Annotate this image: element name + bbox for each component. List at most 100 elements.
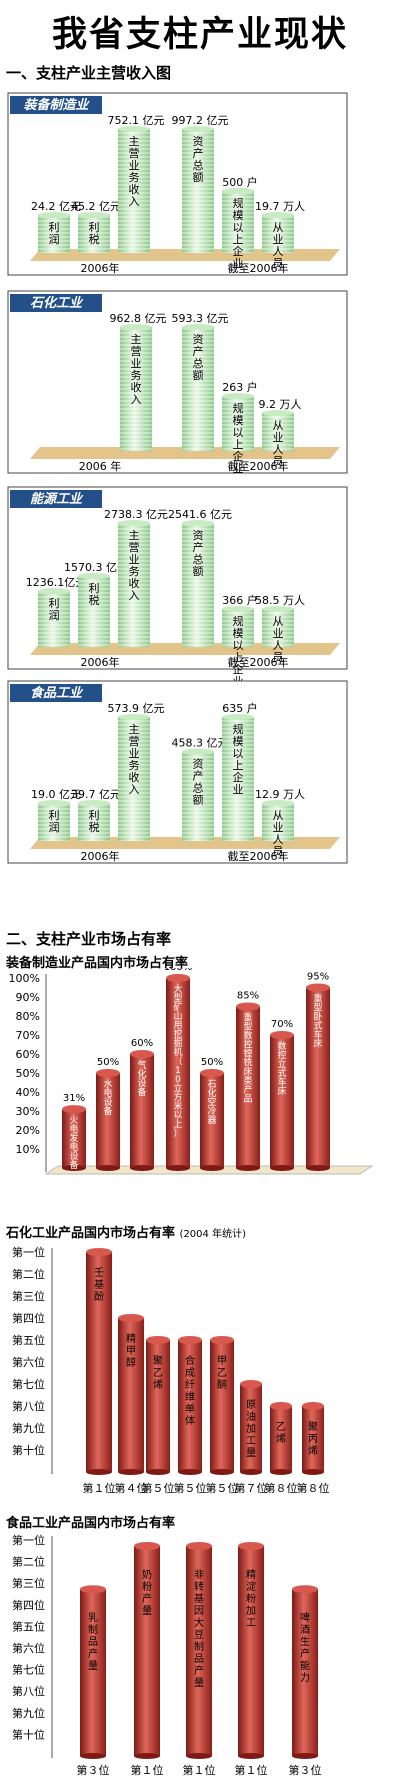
food-bar-base [134, 1753, 160, 1759]
share-value: 31% [63, 1093, 85, 1104]
bar-cap [118, 126, 150, 132]
bar-label: 规模以上企业 [233, 614, 244, 688]
rank-bar [178, 1340, 202, 1472]
bar-stripes [38, 803, 70, 841]
rank-value: 第５位 [174, 1481, 207, 1495]
share-value: 60% [131, 1038, 153, 1049]
bar-label: 主营业务收入 [129, 529, 140, 602]
bar-label: 利润 [49, 221, 60, 246]
section1-heading: 一、支柱产业主营收入图 [6, 64, 172, 82]
food-bar [186, 1546, 212, 1756]
rank-category: 乙烯 [276, 1421, 286, 1445]
rank-bar-cap [178, 1336, 202, 1344]
bar-value: 573.9 亿元 [108, 702, 165, 715]
share-category: 石化空冷器 [207, 1080, 216, 1126]
rank-value: 第８位 [265, 1481, 298, 1495]
food-bar-base [80, 1753, 106, 1759]
food-category: 乳制品产量 [88, 1611, 98, 1672]
share-bar-base [130, 1165, 154, 1171]
rank-tick-label: 第六位 [12, 1641, 45, 1655]
rank-tick-label: 第一位 [12, 1245, 45, 1259]
panel-tag: 装备制造业 [23, 97, 90, 113]
share-bar [200, 1073, 224, 1168]
bar-value: 58.5 万人 [255, 594, 305, 607]
bar-label: 资产总额 [193, 758, 204, 807]
bar-stripes [182, 327, 214, 451]
bar-cap [182, 324, 214, 330]
rank-bar-base [240, 1469, 262, 1475]
food-category: 奶粉产量 [142, 1569, 152, 1617]
y-tick-label: 30% [16, 1105, 40, 1118]
bar-value: 1236.1亿元 [26, 576, 87, 589]
bar-stripes [222, 609, 254, 647]
bar-stripes [78, 803, 110, 841]
bar-stripes [118, 717, 150, 841]
rank-tick-label: 第五位 [12, 1333, 45, 1347]
food-category: 精淀粉加工 [246, 1568, 256, 1629]
rank-tick-label: 第八位 [12, 1684, 45, 1698]
y-tick-label: 20% [16, 1124, 40, 1137]
rank-bar-cap [118, 1314, 144, 1322]
right-period: 截至2006年 [228, 655, 289, 669]
food-bar-cap [80, 1585, 106, 1594]
food-bar [134, 1546, 160, 1756]
bar-stripes [118, 129, 150, 253]
share-bar-base [96, 1165, 120, 1171]
rank-tick-label: 第六位 [12, 1355, 45, 1369]
food-bar [292, 1589, 318, 1756]
bar-cap [118, 714, 150, 720]
rank-tick-label: 第九位 [12, 1421, 45, 1435]
bar-value: 2738.3 亿元 [104, 508, 168, 521]
bar-label: 资产总额 [193, 529, 204, 578]
share-bar [306, 987, 330, 1168]
bar-label: 从业人员 [273, 615, 284, 664]
rank-bar [86, 1252, 112, 1472]
bar-value: 12.9 万人 [255, 788, 305, 801]
left-period: 2006年 [81, 261, 120, 275]
bar-value: 458.3 亿元 [172, 737, 229, 750]
share-value: 50% [201, 1057, 223, 1068]
right-period: 截至2006年 [228, 849, 289, 863]
panel-tag-box [10, 490, 102, 508]
rank-value: 第４位 [115, 1481, 148, 1495]
bar-stripes [222, 396, 254, 451]
bar-value: 2541.6 亿元 [168, 508, 232, 521]
share-value: 100% [164, 968, 193, 973]
rank-bar-base [210, 1469, 234, 1475]
y-tick-label: 10% [16, 1143, 40, 1156]
share-value: 50% [97, 1057, 119, 1068]
bar-cap [222, 714, 254, 720]
rank-category: 聚乙烯 [153, 1355, 163, 1391]
equip-share-chart: 100% 90% 80% 70% 60% 50% 40% 30% 20% 10% 31% 火电发电设备… [9, 968, 374, 1175]
food-value: 第１位 [183, 1763, 216, 1777]
bar-cap [262, 800, 294, 806]
share-bar-cap [200, 1069, 224, 1077]
bar-stripes [120, 327, 152, 451]
rank-tick-label: 第一位 [12, 1533, 45, 1547]
panel-tag-box [10, 294, 102, 312]
bar-cap [182, 748, 214, 755]
bar-label: 规模以上企业 [233, 401, 244, 475]
food-bar-base [238, 1753, 264, 1759]
share-bar-base [166, 1165, 190, 1171]
bar-label: 资产总额 [193, 333, 204, 382]
rank-bar-cap [146, 1336, 170, 1344]
share-bar-cap [236, 1002, 260, 1011]
bar-cap [38, 212, 70, 218]
rank-tick-label: 第二位 [12, 1267, 45, 1281]
bar-cap [182, 520, 214, 526]
share-bar-cap [130, 1050, 154, 1058]
rank-tick-label: 第七位 [12, 1377, 45, 1391]
rank-bar [302, 1406, 324, 1472]
rank-tick-label: 第七位 [12, 1663, 45, 1677]
food-bar-base [186, 1753, 212, 1759]
bar-cap [222, 606, 254, 612]
food-bar-cap [292, 1585, 318, 1594]
bar-cap [38, 588, 70, 595]
bar-cap [78, 572, 110, 579]
food-bar-cap [134, 1542, 160, 1550]
bar-label: 从业人员 [273, 419, 284, 468]
share-bar [62, 1109, 86, 1168]
bar-label: 规模以上企业 [233, 196, 244, 270]
